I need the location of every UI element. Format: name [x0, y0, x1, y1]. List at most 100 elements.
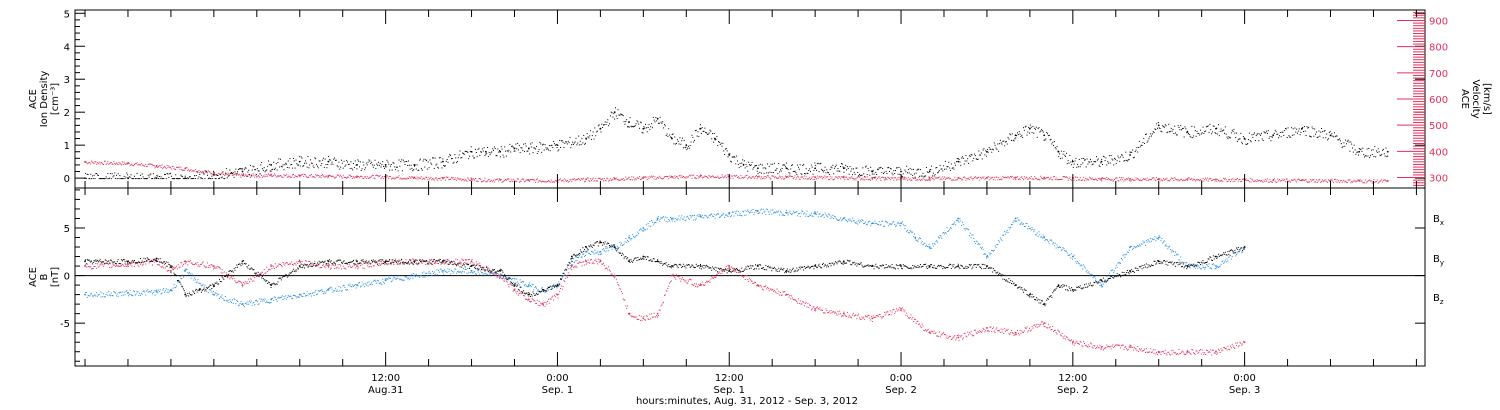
density-series-point	[752, 168, 754, 170]
density-series-point	[1144, 134, 1146, 136]
bz-series-point	[107, 263, 109, 265]
velocity-series-point	[1281, 179, 1283, 181]
density-series-point	[577, 142, 579, 144]
by-series-point	[814, 211, 816, 213]
velocity-series-point	[700, 174, 702, 176]
velocity-series-point	[1339, 182, 1341, 184]
density-series-point	[898, 166, 900, 168]
density-series-point	[1212, 125, 1214, 127]
by-series-point	[450, 269, 452, 271]
velocity-series-point	[402, 178, 404, 180]
velocity-series-point	[770, 178, 772, 180]
velocity-series-point	[675, 175, 677, 177]
density-series-point	[364, 169, 366, 171]
by-series-point	[874, 220, 876, 222]
velocity-series-point	[692, 174, 694, 176]
density-series-point	[301, 157, 303, 159]
by-series-point	[157, 292, 159, 294]
bz-series-point	[284, 264, 286, 266]
velocity-series-point	[411, 175, 413, 177]
by-series-point	[261, 300, 263, 302]
velocity-series-point	[840, 176, 842, 178]
by-series-point	[538, 289, 540, 291]
velocity-series-point	[996, 176, 998, 178]
by-series-point	[954, 221, 956, 223]
by-series-point	[729, 211, 731, 213]
bz-series-point	[104, 263, 106, 265]
density-series-point	[651, 127, 653, 129]
by-series-point	[677, 218, 679, 220]
density-series-point	[1322, 137, 1324, 139]
density-series-point	[785, 162, 787, 164]
velocity-series-point	[664, 176, 666, 178]
density-series-point	[736, 160, 738, 162]
by-series-point	[159, 289, 161, 291]
density-series-point	[852, 168, 854, 170]
velocity-series-point	[462, 179, 464, 181]
velocity-series-point	[1106, 176, 1108, 178]
by-series-point	[992, 250, 994, 252]
density-series-point	[109, 173, 111, 175]
density-series-point	[112, 176, 114, 178]
by-series-point	[899, 224, 901, 226]
velocity-series-point	[684, 176, 686, 178]
by-series-point	[629, 238, 631, 240]
by-series-point	[97, 295, 99, 297]
density-series-point	[1114, 158, 1116, 160]
density-series-point	[560, 140, 562, 142]
density-series-point	[1204, 131, 1206, 133]
by-series-point	[248, 303, 250, 305]
by-series-point	[931, 243, 933, 245]
density-series-point	[1318, 130, 1320, 132]
density-series-point	[889, 171, 891, 173]
by-series-point	[130, 294, 132, 296]
density-series-point	[1101, 158, 1103, 160]
density-series-point	[687, 147, 689, 149]
density-series-point	[1133, 156, 1135, 158]
density-series-point	[932, 172, 934, 174]
velocity-series-point	[805, 175, 807, 177]
by-series-point	[981, 246, 983, 248]
density-series-point	[493, 146, 495, 148]
by-series-point	[613, 247, 615, 249]
velocity-series-point	[184, 168, 186, 170]
velocity-series-point	[913, 177, 915, 179]
velocity-series-point	[1193, 179, 1195, 181]
density-series-point	[645, 127, 647, 129]
density-series-point	[1139, 146, 1141, 148]
density-series-point	[1270, 140, 1272, 142]
velocity-series-point	[1197, 179, 1199, 181]
density-series-point	[797, 166, 799, 168]
by-series-point	[312, 292, 314, 294]
velocity-series-point	[1358, 180, 1360, 182]
velocity-series-point	[1187, 177, 1189, 179]
density-series-point	[1363, 154, 1365, 156]
by-series-point	[688, 217, 690, 219]
by-series-point	[896, 223, 898, 225]
by-series-point	[1143, 242, 1145, 244]
density-series-point	[919, 168, 921, 170]
density-series-point	[1384, 155, 1386, 157]
velocity-series-point	[119, 163, 121, 165]
density-series-point	[564, 142, 566, 144]
velocity-series-point	[165, 168, 167, 170]
density-series-point	[97, 174, 99, 176]
density-series-point	[255, 174, 257, 176]
density-series-point	[868, 170, 870, 172]
density-series-point	[1306, 126, 1308, 128]
density-series-point	[1028, 127, 1031, 130]
velocity-series-point	[354, 176, 356, 178]
velocity-series-point	[1254, 180, 1256, 182]
density-series-point	[864, 176, 866, 178]
density-series-point	[980, 152, 982, 154]
velocity-series-point	[1267, 181, 1269, 183]
density-series-point	[1054, 147, 1056, 149]
velocity-series-point	[178, 166, 180, 168]
density-series-point	[202, 172, 204, 174]
bz-series-point	[200, 263, 202, 265]
velocity-series-point	[764, 178, 766, 180]
by-series-point	[477, 271, 479, 273]
density-series-point	[1386, 156, 1388, 158]
by-series-point	[432, 272, 434, 274]
by-series-point	[747, 209, 749, 211]
